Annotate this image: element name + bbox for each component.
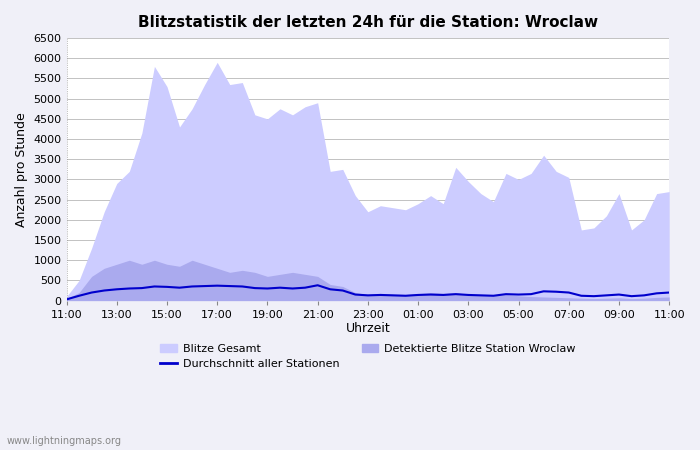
Text: www.lightningmaps.org: www.lightningmaps.org — [7, 436, 122, 446]
X-axis label: Uhrzeit: Uhrzeit — [346, 322, 390, 335]
Y-axis label: Anzahl pro Stunde: Anzahl pro Stunde — [15, 112, 28, 227]
Title: Blitzstatistik der letzten 24h für die Station: Wroclaw: Blitzstatistik der letzten 24h für die S… — [138, 15, 598, 30]
Legend: Blitze Gesamt, Durchschnitt aller Stationen, Detektierte Blitze Station Wroclaw: Blitze Gesamt, Durchschnitt aller Statio… — [156, 339, 580, 374]
